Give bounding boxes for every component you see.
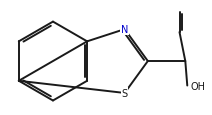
Text: OH: OH — [190, 81, 205, 91]
Text: N: N — [121, 25, 128, 35]
Text: S: S — [122, 88, 128, 98]
